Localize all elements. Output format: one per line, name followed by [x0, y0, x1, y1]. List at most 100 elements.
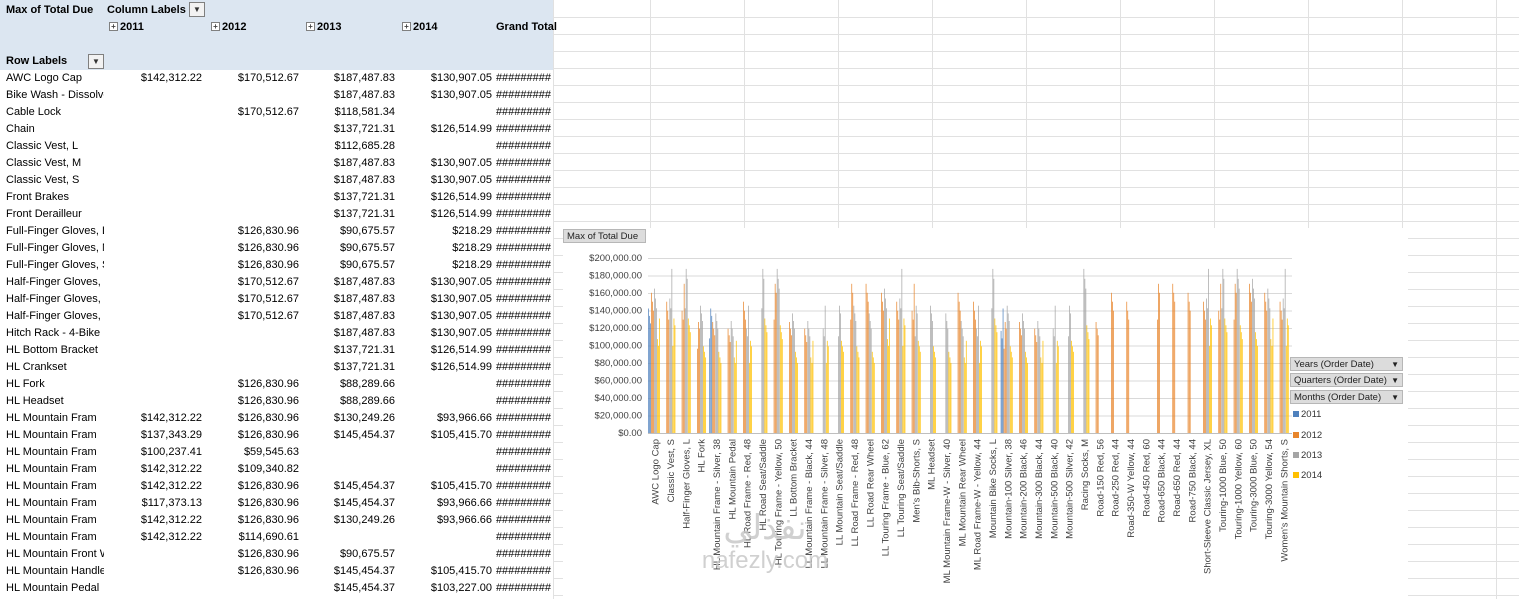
value-cell[interactable]: #########: [495, 327, 551, 339]
pivot-row[interactable]: Classic Vest, S $187,487.83 $130,907.05 ###…: [0, 172, 553, 189]
expand-icon[interactable]: +: [306, 22, 315, 31]
value-cell[interactable]: $130,907.05: [430, 276, 492, 288]
value-cell[interactable]: $142,312.22: [140, 531, 202, 543]
value-cell[interactable]: $137,343.29: [140, 429, 202, 441]
pivot-row[interactable]: Bike Wash - Dissolver $187,487.83 $130,907…: [0, 87, 553, 104]
row-label[interactable]: HL Mountain Fram: [6, 514, 97, 526]
value-cell[interactable]: $218.29: [452, 225, 492, 237]
row-label[interactable]: Classic Vest, L: [6, 140, 79, 152]
value-cell[interactable]: $117,373.13: [141, 497, 202, 509]
value-cell[interactable]: $90,675.57: [339, 548, 395, 560]
value-cell[interactable]: $93,966.66: [436, 497, 492, 509]
value-cell[interactable]: $88,289.66: [339, 378, 395, 390]
pivot-row[interactable]: Chain $137,721.31 $126,514.99 #########: [0, 121, 553, 138]
row-label[interactable]: Full-Finger Gloves, L: [6, 225, 104, 237]
row-label[interactable]: HL Mountain Fram: [6, 446, 97, 458]
value-cell[interactable]: #########: [495, 429, 551, 441]
value-cell[interactable]: $187,487.83: [333, 157, 395, 169]
pivot-row[interactable]: HL Mountain Handlebars $126,830.96 $145,45…: [0, 563, 553, 580]
row-label[interactable]: Half-Finger Gloves, L: [6, 276, 104, 288]
value-cell[interactable]: #########: [495, 242, 551, 254]
row-label[interactable]: Hitch Rack - 4-Bike: [6, 327, 101, 339]
value-cell[interactable]: $187,487.83: [333, 293, 395, 305]
pivot-row[interactable]: Classic Vest, L $112,685.28 #########: [0, 138, 553, 155]
value-cell[interactable]: $109,340.82: [237, 463, 299, 475]
row-label[interactable]: Half-Finger Gloves, S: [6, 310, 104, 322]
value-cell[interactable]: $93,966.66: [436, 514, 492, 526]
value-cell[interactable]: $112,685.28: [334, 140, 395, 152]
value-cell[interactable]: $126,830.96: [237, 378, 299, 390]
value-cell[interactable]: #########: [495, 548, 551, 560]
value-cell[interactable]: $90,675.57: [339, 242, 395, 254]
value-cell[interactable]: $105,415.70: [430, 480, 492, 492]
value-cell[interactable]: $145,454.37: [333, 565, 395, 577]
pivot-row[interactable]: HL Mountain Fram $142,312.22 $126,830.96 $1…: [0, 478, 553, 495]
pivot-row[interactable]: HL Fork $126,830.96 $88,289.66 #########: [0, 376, 553, 393]
value-cell[interactable]: $145,454.37: [333, 497, 395, 509]
value-cell[interactable]: #########: [495, 446, 551, 458]
pivot-row[interactable]: HL Headset $126,830.96 $88,289.66 #########: [0, 393, 553, 410]
value-cell[interactable]: #########: [495, 123, 551, 135]
row-labels-header[interactable]: Row Labels: [6, 55, 68, 67]
value-cell[interactable]: $126,830.96: [237, 242, 299, 254]
value-cell[interactable]: #########: [495, 174, 551, 186]
value-cell[interactable]: $126,830.96: [237, 480, 299, 492]
value-cell[interactable]: $126,514.99: [430, 361, 492, 373]
value-cell[interactable]: $126,830.96: [237, 548, 299, 560]
value-cell[interactable]: #########: [495, 361, 551, 373]
value-cell[interactable]: #########: [495, 225, 551, 237]
value-cell[interactable]: $170,512.67: [237, 72, 299, 84]
column-labels-filter-button[interactable]: ▼: [189, 2, 205, 17]
pivot-row[interactable]: HL Mountain Fram $137,343.29 $126,830.96 $1…: [0, 427, 553, 444]
expand-icon[interactable]: +: [402, 22, 411, 31]
value-cell[interactable]: $130,907.05: [430, 293, 492, 305]
row-label[interactable]: HL Mountain Fram: [6, 497, 97, 509]
row-label[interactable]: Front Brakes: [6, 191, 69, 203]
value-cell[interactable]: #########: [495, 140, 551, 152]
pivot-row[interactable]: Full-Finger Gloves, S $126,830.96 $90,675.…: [0, 257, 553, 274]
row-label[interactable]: HL Mountain Fram: [6, 531, 97, 543]
field-button-quarters[interactable]: Quarters (Order Date) ▼: [1290, 373, 1403, 387]
row-label[interactable]: HL Mountain Fram: [6, 480, 97, 492]
value-cell[interactable]: $130,907.05: [430, 327, 492, 339]
value-cell[interactable]: $126,830.96: [237, 514, 299, 526]
value-field-label[interactable]: Max of Total Due: [6, 4, 94, 16]
value-cell[interactable]: $137,721.31: [333, 344, 395, 356]
value-cell[interactable]: $218.29: [452, 242, 492, 254]
value-cell[interactable]: $93,966.66: [436, 412, 492, 424]
pivot-row[interactable]: HL Mountain Fram $142,312.22 $126,830.96 $1…: [0, 410, 553, 427]
expand-icon[interactable]: +: [211, 22, 220, 31]
value-cell[interactable]: #########: [495, 157, 551, 169]
row-label[interactable]: Classic Vest, S: [6, 174, 80, 186]
row-label[interactable]: Full-Finger Gloves, M: [6, 242, 104, 254]
value-cell[interactable]: $126,830.96: [237, 497, 299, 509]
row-label[interactable]: HL Crankset: [6, 361, 67, 373]
year-col-2012[interactable]: +2012: [211, 19, 246, 36]
value-cell[interactable]: #########: [495, 276, 551, 288]
value-cell[interactable]: $142,312.22: [140, 72, 202, 84]
value-cell[interactable]: $170,512.67: [237, 310, 299, 322]
pivot-row[interactable]: Half-Finger Gloves, L $170,512.67 $187,487…: [0, 274, 553, 291]
pivot-row[interactable]: Full-Finger Gloves, M $126,830.96 $90,675.…: [0, 240, 553, 257]
value-cell[interactable]: $114,690.61: [238, 531, 299, 543]
value-cell[interactable]: $137,721.31: [333, 191, 395, 203]
value-cell[interactable]: $187,487.83: [333, 276, 395, 288]
value-cell[interactable]: $126,514.99: [430, 208, 492, 220]
value-cell[interactable]: $118,581.34: [334, 106, 395, 118]
value-cell[interactable]: $130,907.05: [430, 157, 492, 169]
value-cell[interactable]: $130,249.26: [333, 412, 395, 424]
value-cell[interactable]: $126,830.96: [237, 429, 299, 441]
value-cell[interactable]: $103,227.00: [430, 582, 492, 594]
pivot-row[interactable]: Front Derailleur $137,721.31 $126,514.99 ##…: [0, 206, 553, 223]
value-cell[interactable]: #########: [495, 378, 551, 390]
value-cell[interactable]: $105,415.70: [430, 429, 492, 441]
pivot-row[interactable]: Classic Vest, M $187,487.83 $130,907.05 ###…: [0, 155, 553, 172]
value-cell[interactable]: #########: [495, 412, 551, 424]
column-labels-header[interactable]: Column Labels: [107, 4, 186, 16]
value-cell[interactable]: #########: [495, 497, 551, 509]
value-cell[interactable]: $145,454.37: [333, 582, 395, 594]
row-label[interactable]: HL Mountain Fram: [6, 429, 97, 441]
value-cell[interactable]: #########: [495, 191, 551, 203]
value-cell[interactable]: $137,721.31: [333, 208, 395, 220]
pivot-row[interactable]: Front Brakes $137,721.31 $126,514.99 ######…: [0, 189, 553, 206]
